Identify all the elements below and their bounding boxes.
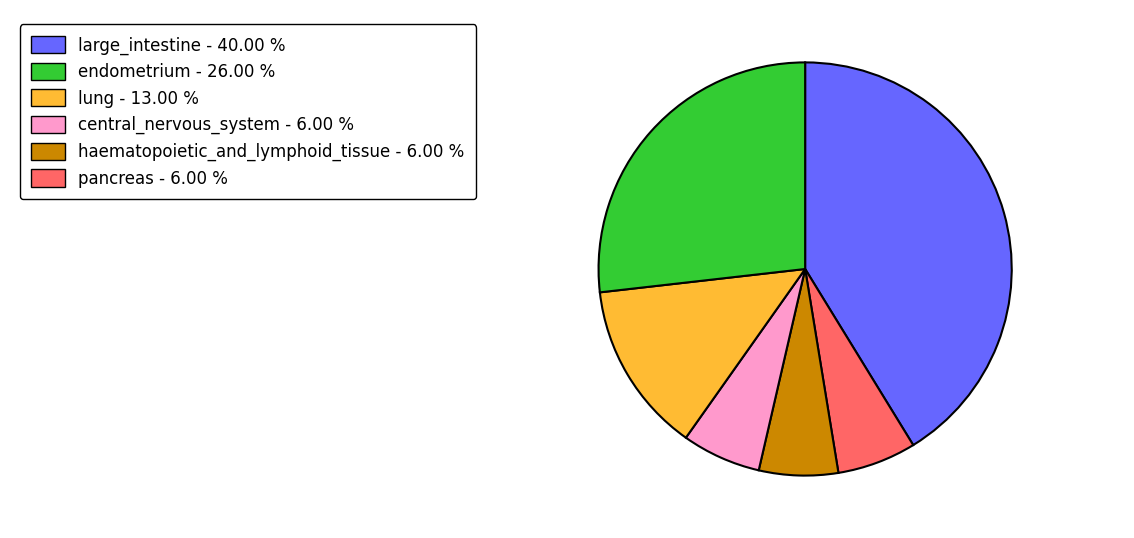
Wedge shape bbox=[686, 269, 805, 470]
Wedge shape bbox=[599, 62, 805, 292]
Wedge shape bbox=[805, 62, 1012, 445]
Wedge shape bbox=[600, 269, 805, 438]
Wedge shape bbox=[805, 269, 913, 473]
Legend: large_intestine - 40.00 %, endometrium - 26.00 %, lung - 13.00 %, central_nervou: large_intestine - 40.00 %, endometrium -… bbox=[19, 24, 476, 199]
Wedge shape bbox=[759, 269, 838, 476]
